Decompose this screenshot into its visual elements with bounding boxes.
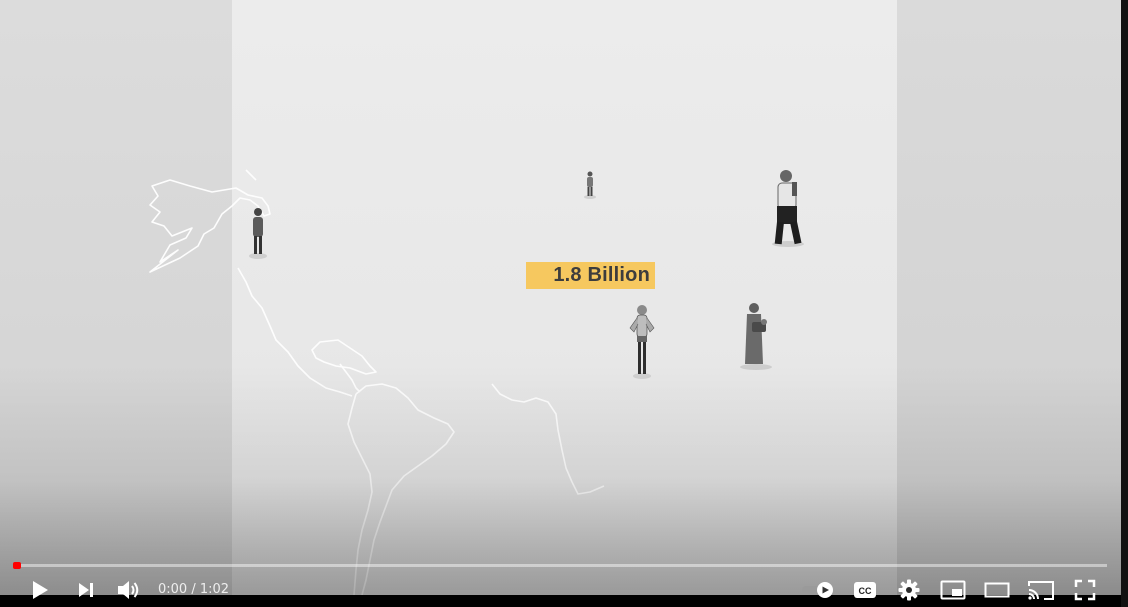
person-figure — [629, 305, 655, 379]
theater-mode-button[interactable] — [981, 572, 1013, 607]
pillarbox-left — [0, 0, 232, 595]
theater-mode-icon — [984, 582, 1010, 597]
fullscreen-button[interactable] — [1069, 572, 1101, 607]
current-time: 0:00 — [158, 582, 188, 597]
cast-button[interactable] — [1025, 572, 1057, 607]
miniplayer-button[interactable] — [937, 572, 969, 607]
captions-icon: CC — [854, 581, 876, 598]
gear-icon — [898, 579, 920, 600]
captions-label: CC — [859, 586, 872, 596]
duration: 1:02 — [199, 582, 230, 597]
autoplay-toggle-icon — [802, 581, 833, 598]
volume-button[interactable] — [114, 572, 144, 607]
autoplay-toggle[interactable] — [800, 572, 836, 607]
settings-button[interactable] — [894, 572, 924, 607]
captions-button[interactable]: CC — [850, 572, 880, 607]
statistic-value: 1.8 Billion — [553, 264, 650, 286]
video-content — [232, 0, 897, 595]
cast-icon — [1028, 580, 1054, 600]
miniplayer-icon — [940, 580, 966, 599]
volume-icon — [118, 580, 139, 599]
person-figure — [249, 208, 267, 259]
player-controls: 0:00 / 1:02 CC — [0, 572, 1121, 607]
map-outline — [149, 169, 605, 595]
video-frame[interactable]: 1.8 Billion — [0, 0, 1121, 595]
statistic-label: 1.8 Billion — [526, 262, 655, 289]
next-icon — [79, 582, 93, 597]
time-display: 0:00 / 1:02 — [158, 572, 229, 607]
fullscreen-icon — [1074, 579, 1096, 600]
progress-bar[interactable] — [13, 564, 1107, 567]
person-figure — [772, 170, 804, 247]
next-button[interactable] — [72, 572, 100, 607]
person-figure — [740, 303, 772, 370]
time-separator: / — [187, 582, 200, 597]
play-icon — [33, 580, 48, 599]
play-button[interactable] — [24, 572, 56, 607]
progress-scrubber[interactable] — [13, 562, 21, 569]
window-edge — [1121, 0, 1128, 607]
pillarbox-right — [897, 0, 1121, 595]
person-figure — [584, 171, 596, 199]
